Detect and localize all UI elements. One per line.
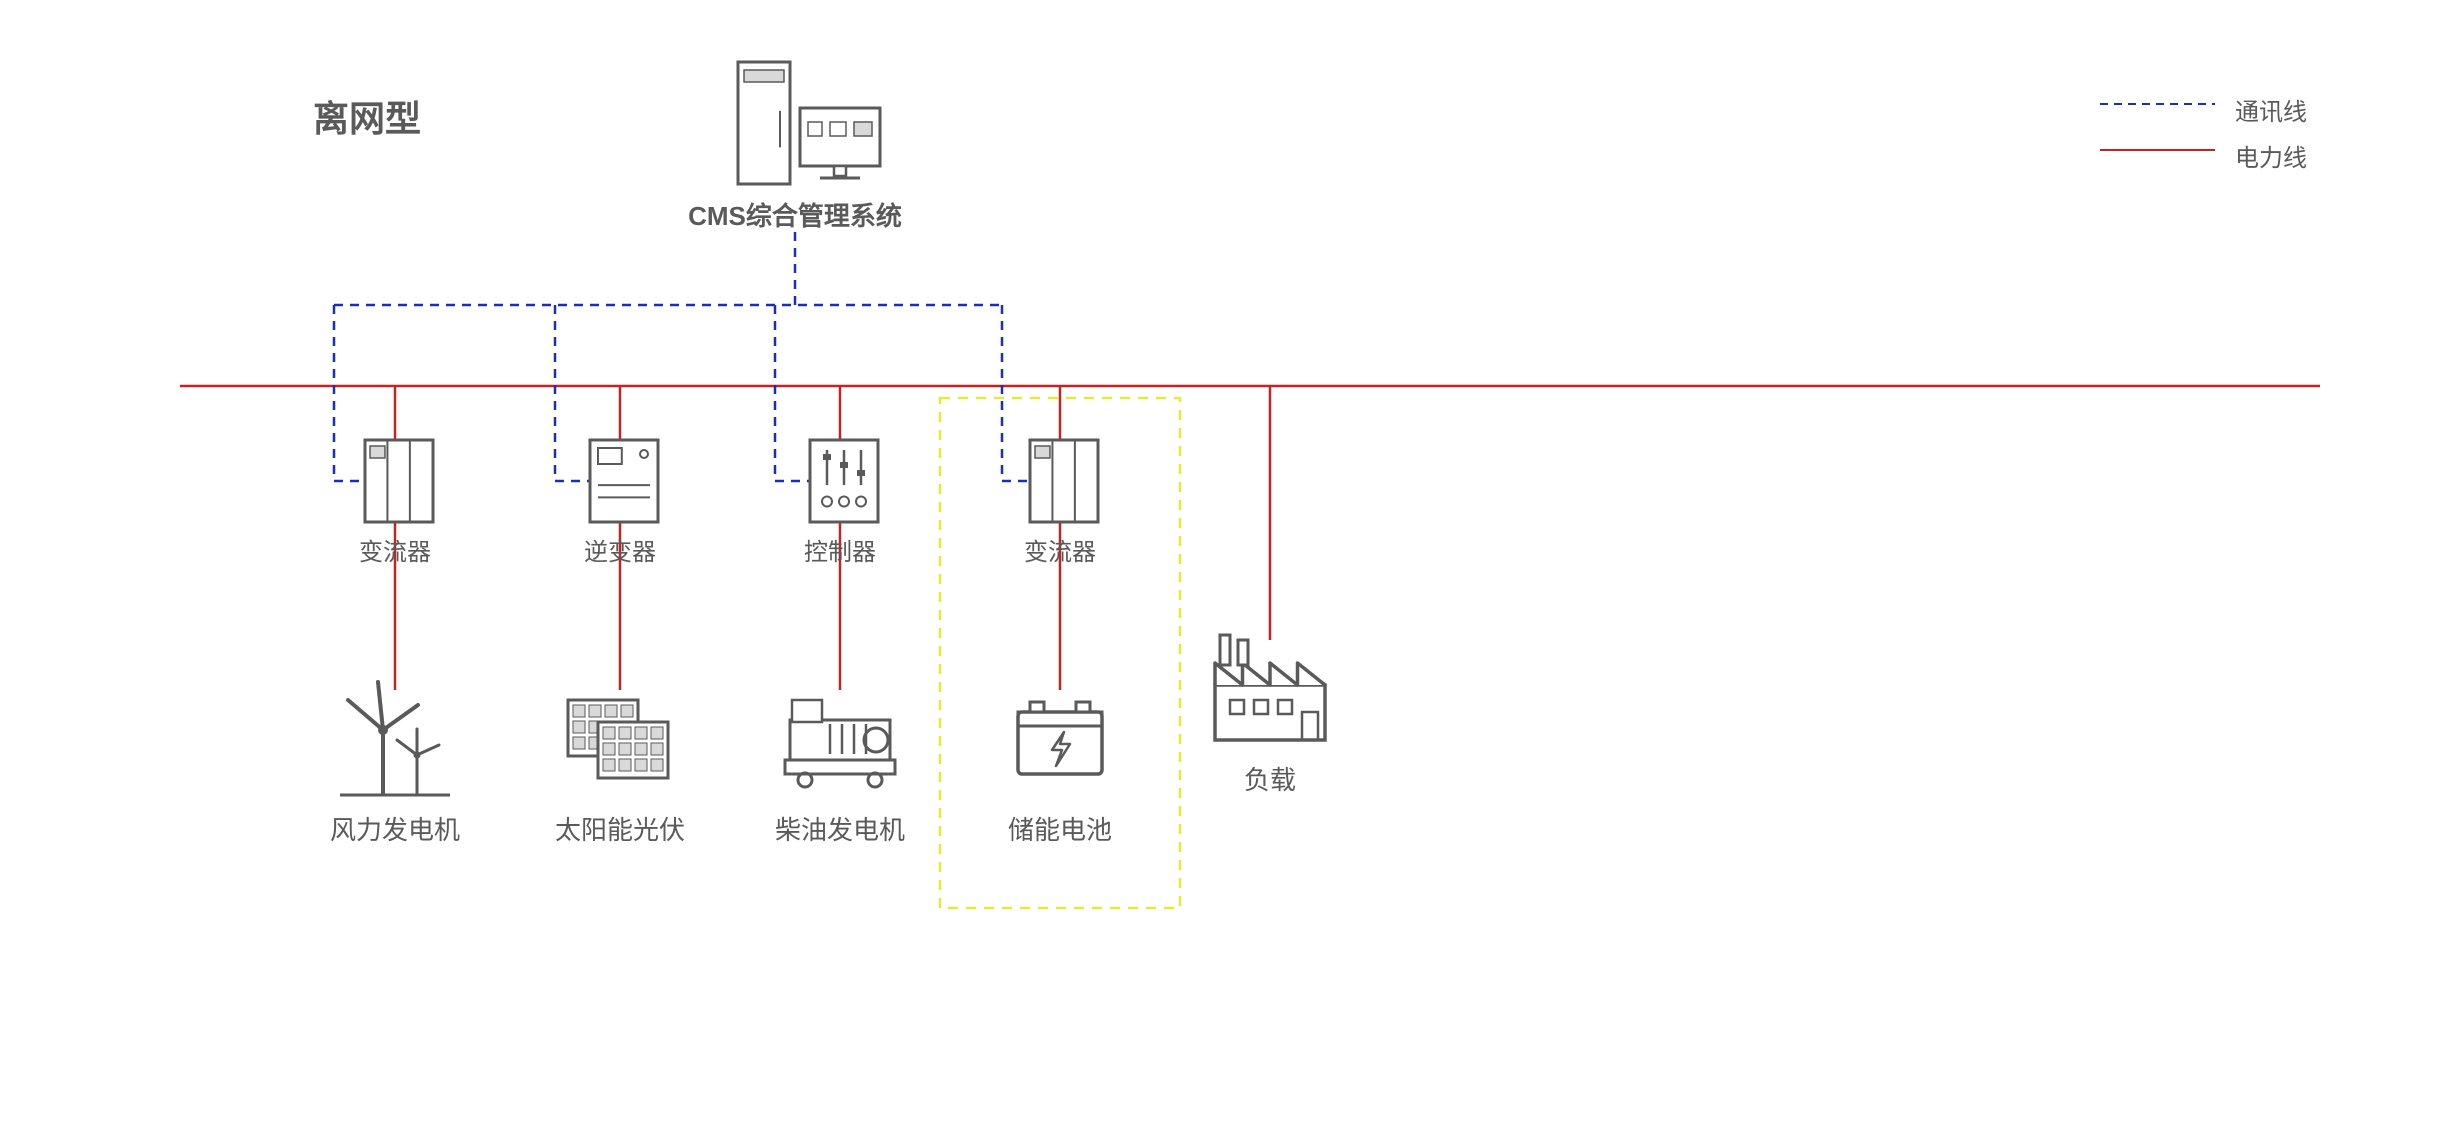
device-wind-label: 变流器 <box>359 532 431 567</box>
source-storage-icon <box>1018 702 1102 774</box>
source-solar-label: 太阳能光伏 <box>555 810 685 847</box>
device-diesel-icon <box>810 440 878 522</box>
cms-cabinet-icon <box>738 62 790 184</box>
cms-label: CMS综合管理系统 <box>688 196 902 233</box>
device-storage-label: 变流器 <box>1024 532 1096 567</box>
diagram-title: 离网型 <box>313 90 421 142</box>
device-storage-icon <box>1030 440 1098 522</box>
source-diesel-icon <box>785 700 895 787</box>
source-diesel-label: 柴油发电机 <box>775 810 905 847</box>
source-wind-icon <box>340 682 450 795</box>
diagram-canvas <box>0 0 2437 1138</box>
legend-power-label: 电力线 <box>2235 138 2307 173</box>
source-load-label: 负载 <box>1244 760 1296 797</box>
device-solar-label: 逆变器 <box>584 532 656 567</box>
source-solar-icon <box>568 700 668 778</box>
device-solar-icon <box>590 440 658 522</box>
legend-comm-label: 通讯线 <box>2235 92 2307 127</box>
source-storage-label: 储能电池 <box>1008 810 1112 847</box>
cms-monitor-icon <box>800 108 880 166</box>
device-diesel-label: 控制器 <box>804 532 876 567</box>
device-wind-icon <box>365 440 433 522</box>
source-load-icon <box>1215 635 1325 740</box>
source-wind-label: 风力发电机 <box>330 810 460 847</box>
